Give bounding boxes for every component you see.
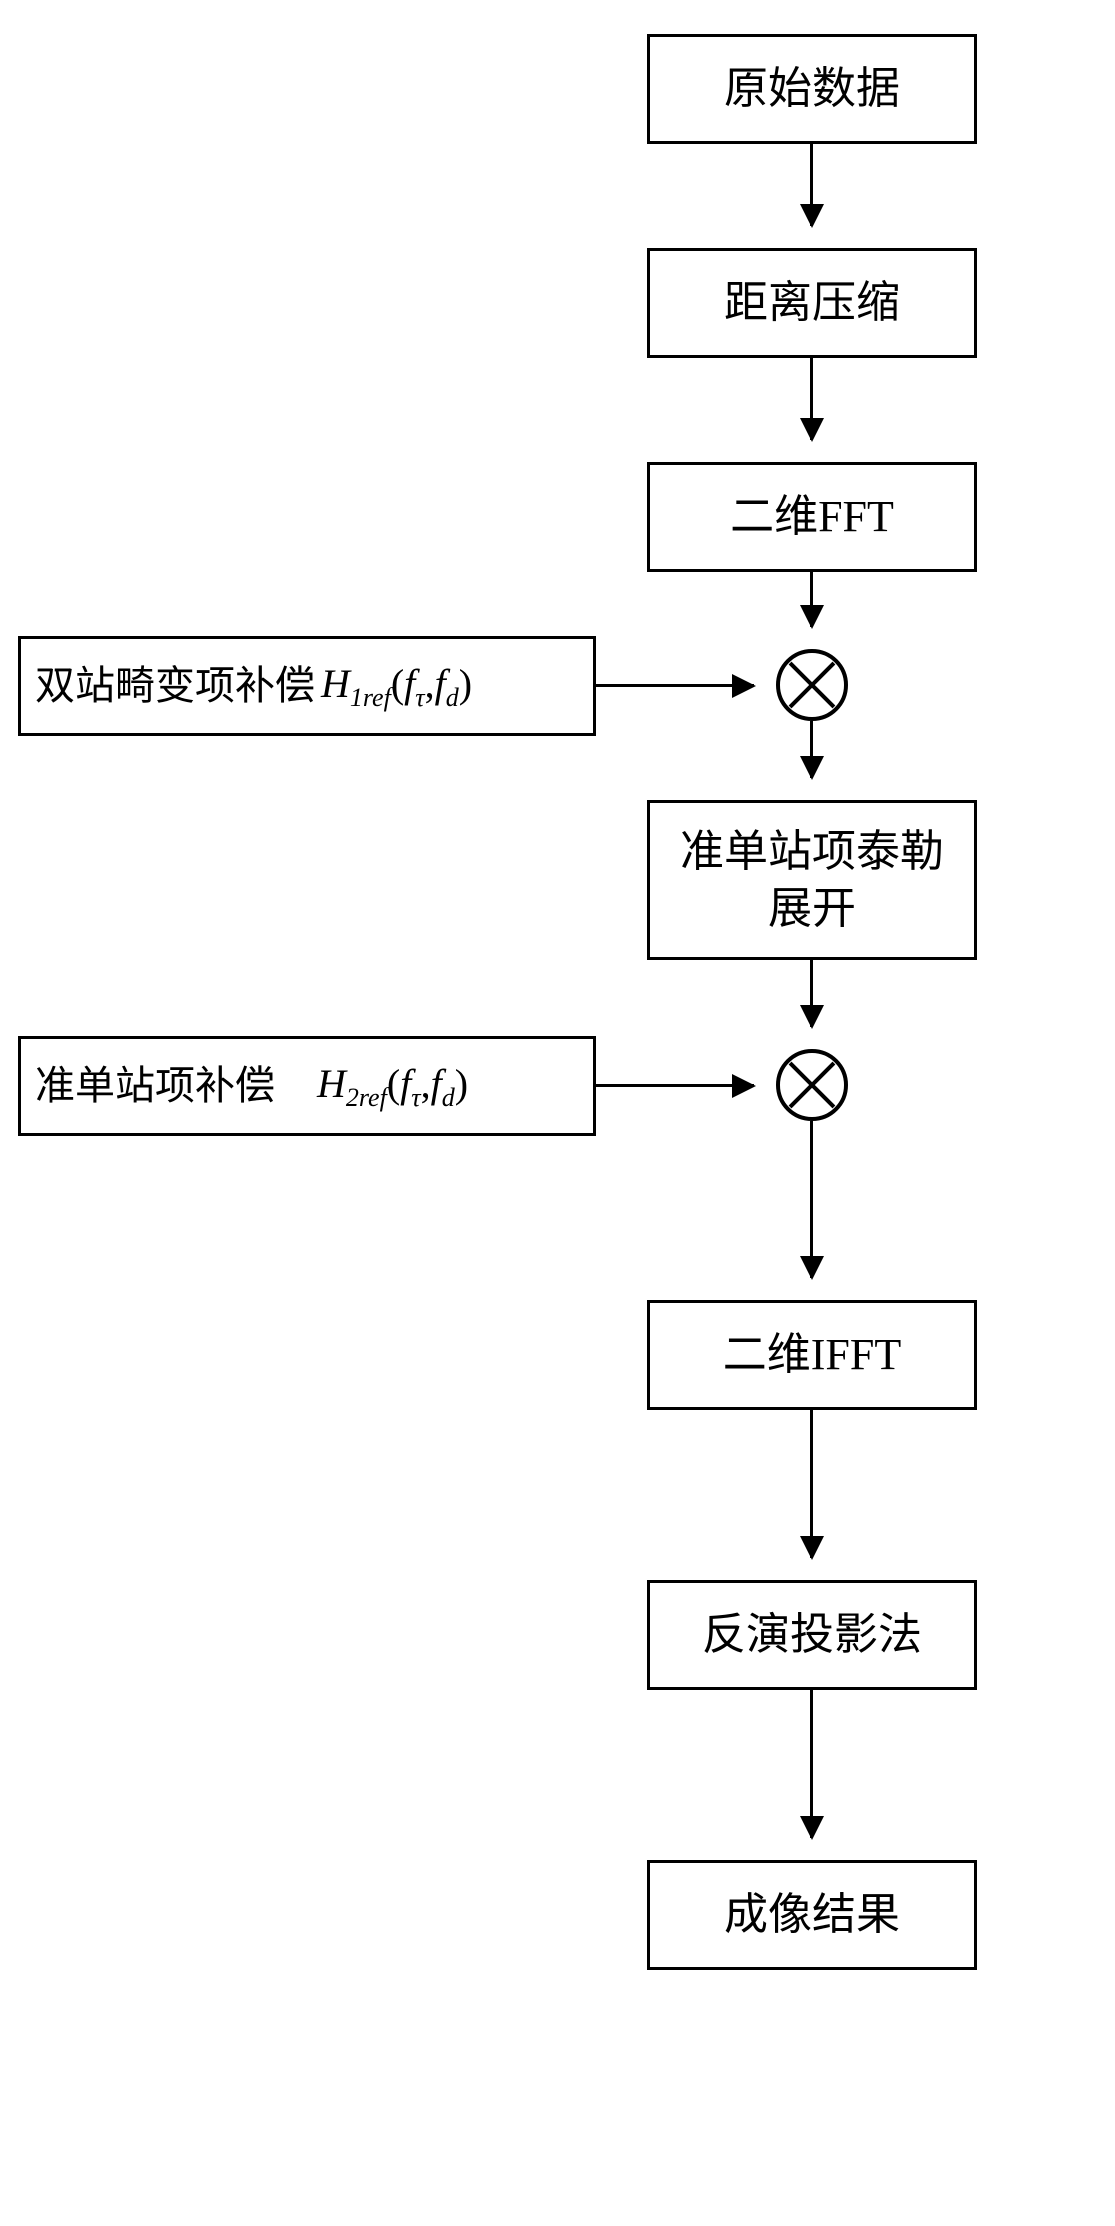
node-back-projection: 反演投影法 — [647, 1580, 977, 1690]
label-line2: 展开 — [768, 880, 856, 937]
label: 反演投影法 — [702, 1606, 922, 1663]
node-bistatic-comp: 双站畸变项补偿 H1ref(fτ,fd) — [18, 636, 596, 736]
edge-n5-n6 — [810, 1410, 813, 1558]
edge-n6-n7 — [810, 1690, 813, 1838]
edge-n2-n3 — [810, 358, 813, 440]
label-line1: 准单站项泰勒 — [680, 823, 944, 880]
node-2d-ifft: 二维IFFT — [647, 1300, 977, 1410]
formula-h2: H2ref(fτ,fd) — [317, 1058, 468, 1115]
node-raw-data: 原始数据 — [647, 34, 977, 144]
node-range-compress: 距离压缩 — [647, 248, 977, 358]
edge-s1-m1 — [596, 684, 754, 687]
edge-n4-m2 — [810, 960, 813, 1027]
edge-m2-n5 — [810, 1121, 813, 1278]
label: 原始数据 — [724, 60, 900, 117]
label: 二维IFFT — [723, 1326, 901, 1383]
label: 成像结果 — [724, 1886, 900, 1943]
label: 二维FFT — [730, 488, 894, 545]
node-result: 成像结果 — [647, 1860, 977, 1970]
edge-s2-m2 — [596, 1084, 754, 1087]
formula-h1: H1ref(fτ,fd) — [321, 658, 472, 715]
label: 准单站项补偿 — [35, 1060, 275, 1112]
node-taylor-expand: 准单站项泰勒 展开 — [647, 800, 977, 960]
edge-n1-n2 — [810, 144, 813, 226]
multiplier-1 — [776, 649, 848, 721]
label: 双站畸变项补偿 — [35, 660, 315, 712]
edge-m1-n4 — [810, 721, 813, 778]
multiplier-2 — [776, 1049, 848, 1121]
edge-n3-m1 — [810, 572, 813, 627]
label: 距离压缩 — [724, 274, 900, 331]
node-2d-fft: 二维FFT — [647, 462, 977, 572]
node-quasi-mono-comp: 准单站项补偿 H2ref(fτ,fd) — [18, 1036, 596, 1136]
